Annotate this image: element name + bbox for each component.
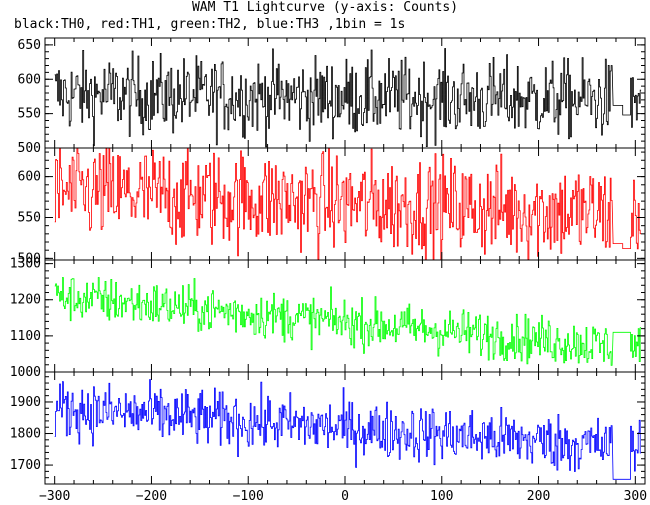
- y-tick-label: 600: [18, 170, 41, 185]
- series-line-th1: [54, 148, 642, 260]
- y-tick-label: 500: [18, 141, 41, 156]
- y-tick-label: 550: [18, 210, 41, 225]
- x-tick-label: 100: [430, 489, 453, 504]
- x-tick-label: 300: [624, 489, 647, 504]
- series-line-th2: [54, 277, 642, 366]
- x-tick-label: −200: [136, 489, 167, 504]
- y-tick-label: 550: [18, 107, 41, 122]
- x-tick-label: 200: [527, 489, 550, 504]
- chart-title: WAM T1 Lightcurve (y-axis: Counts): [191, 0, 459, 15]
- y-tick-label: 1000: [10, 365, 41, 380]
- chart-subtitle: black:TH0, red:TH1, green:TH2, blue:TH3 …: [14, 17, 406, 32]
- series-line-th0: [54, 48, 642, 148]
- series-line-th3: [54, 379, 642, 480]
- x-tick-label: −300: [39, 489, 70, 504]
- y-tick-label: 1300: [10, 257, 41, 272]
- y-tick-label: 1100: [10, 329, 41, 344]
- x-tick-label: 0: [341, 489, 349, 504]
- x-tick-label: −100: [233, 489, 264, 504]
- y-tick-label: 600: [18, 72, 41, 87]
- y-tick-label: 1800: [10, 427, 41, 442]
- y-tick-label: 1900: [10, 395, 41, 410]
- y-tick-label: 650: [18, 38, 41, 53]
- y-tick-label: 1200: [10, 293, 41, 308]
- y-tick-label: 500: [18, 251, 41, 266]
- y-tick-label: 1700: [10, 458, 41, 473]
